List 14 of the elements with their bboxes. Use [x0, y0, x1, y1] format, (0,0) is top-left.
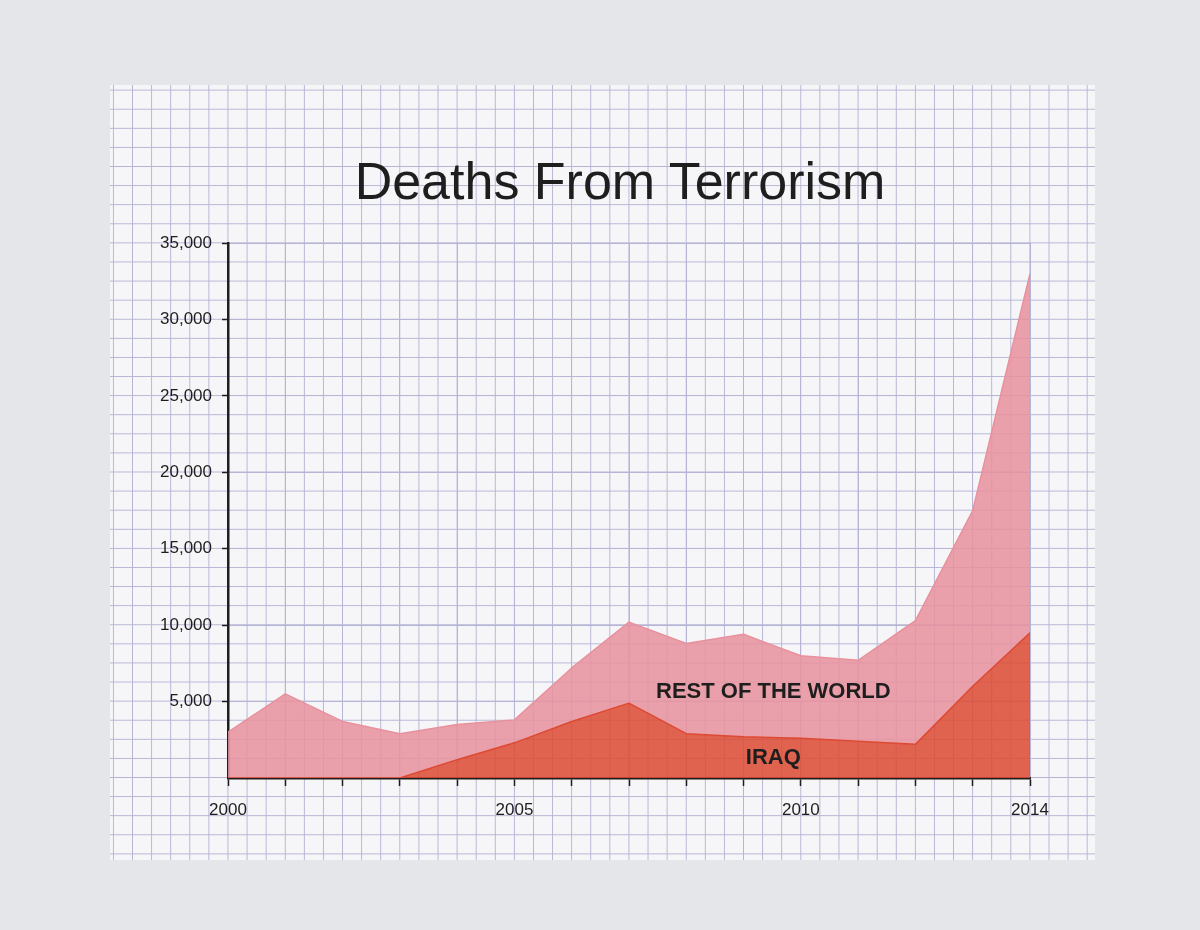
x-tick-label: 2014 — [1011, 799, 1049, 819]
y-tick-label: 20,000 — [160, 461, 212, 481]
x-tick-label: 2005 — [495, 799, 534, 819]
y-tick-label: 30,000 — [160, 309, 212, 329]
y-tick-label: 10,000 — [160, 614, 212, 634]
y-tick-label: 15,000 — [160, 538, 212, 558]
chart-title: Deaths From Terrorism — [353, 151, 887, 212]
series-label: REST OF THE WORLD — [656, 677, 891, 703]
series-label: IRAQ — [745, 743, 801, 769]
x-tick-label: 2000 — [209, 799, 247, 819]
y-tick-label: 25,000 — [160, 385, 212, 405]
y-tick-label: 5,000 — [169, 691, 212, 711]
y-tick-label: 35,000 — [160, 232, 212, 252]
x-tick-label: 2010 — [781, 799, 820, 819]
